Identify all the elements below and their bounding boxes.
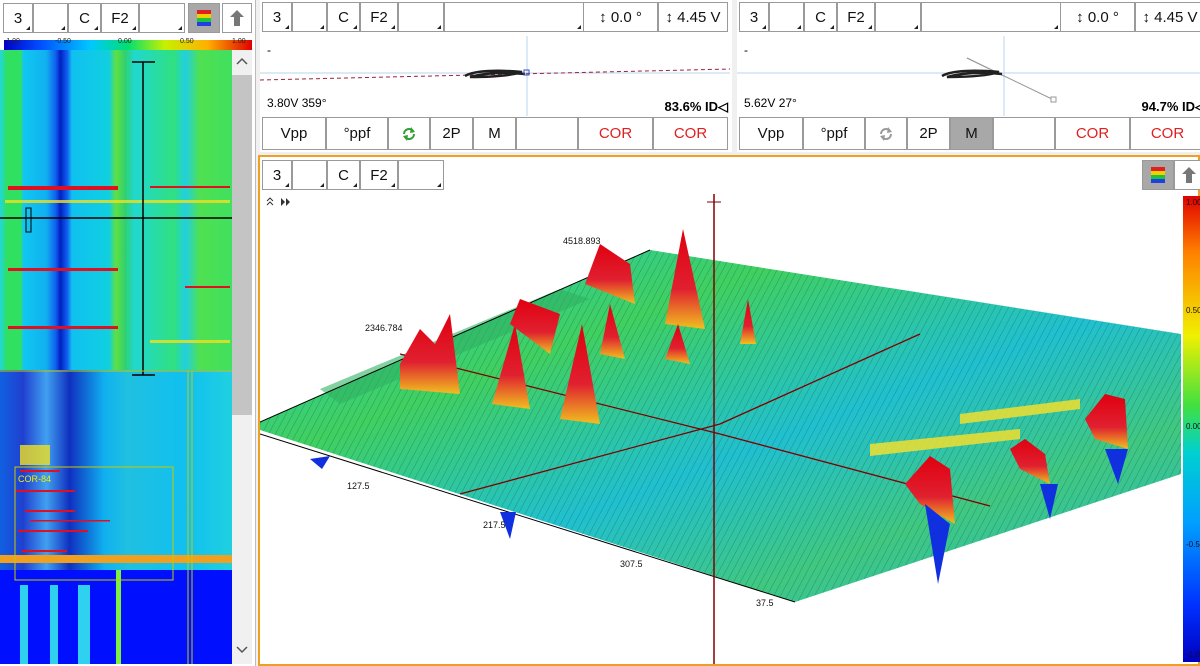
- palette-button[interactable]: [1142, 160, 1174, 190]
- toolbar-button[interactable]: [139, 3, 185, 33]
- scale-label: 0.00: [1186, 422, 1200, 431]
- toolbar-button[interactable]: 3: [262, 2, 292, 32]
- phase-control[interactable]: ↕ 0.0 °: [1060, 2, 1135, 32]
- toolbar-button[interactable]: [444, 2, 584, 32]
- toolbar-button[interactable]: F2: [837, 2, 875, 32]
- scale-label: -0.50: [55, 38, 71, 45]
- cor-button[interactable]: COR: [1130, 117, 1200, 150]
- toolbar-button[interactable]: F2: [360, 2, 398, 32]
- scale-label: 0.50: [1186, 306, 1200, 315]
- refresh-button[interactable]: [865, 117, 907, 150]
- scale-label: -0.50: [1186, 540, 1200, 549]
- phase-control[interactable]: ↕ 0.0 °: [583, 2, 658, 32]
- toolbar-button[interactable]: [921, 2, 1061, 32]
- mode-button[interactable]: M: [950, 117, 993, 150]
- axis-label: 37.5: [756, 598, 774, 608]
- strip-chart: [0, 50, 232, 664]
- peak-label: 2346.784: [365, 323, 403, 333]
- axis-label: 307.5: [620, 559, 643, 569]
- scale-label: 0.00: [118, 38, 132, 45]
- scale-label: 1.00: [1186, 198, 1200, 207]
- mode-button[interactable]: °ppf: [803, 117, 865, 150]
- toolbar-button[interactable]: [398, 160, 444, 190]
- depth-reading: 94.7% ID◁: [1141, 99, 1200, 114]
- scale-label: -1.00: [1186, 650, 1200, 659]
- surface-plot: [260, 194, 1181, 664]
- scale-label: -1.00: [4, 38, 20, 45]
- marker: -: [744, 43, 748, 57]
- scroll-up[interactable]: [236, 56, 248, 66]
- peak-label: 4518.893: [563, 236, 601, 246]
- up-button[interactable]: [222, 3, 252, 33]
- toolbar-button[interactable]: [33, 3, 68, 33]
- cor-button[interactable]: COR: [1055, 117, 1130, 150]
- mode-button[interactable]: M: [473, 117, 516, 150]
- volts-control[interactable]: ↕ 4.45 V: [1135, 2, 1200, 32]
- color-scale: [4, 40, 252, 50]
- mode-button[interactable]: [993, 117, 1055, 150]
- toolbar-button[interactable]: C: [804, 2, 837, 32]
- mode-button[interactable]: [516, 117, 578, 150]
- toolbar-button[interactable]: F2: [101, 3, 139, 33]
- palette-button[interactable]: [188, 3, 220, 33]
- marker: -: [267, 43, 271, 57]
- axis-label: 127.5: [347, 481, 370, 491]
- view-controls[interactable]: [266, 196, 296, 208]
- mode-button[interactable]: °ppf: [326, 117, 388, 150]
- axis-label: 217.5: [483, 520, 506, 530]
- cor-button[interactable]: COR: [578, 117, 653, 150]
- mode-button[interactable]: Vpp: [262, 117, 326, 150]
- toolbar-button[interactable]: C: [327, 160, 360, 190]
- toolbar-button[interactable]: 3: [262, 160, 292, 190]
- mode-button[interactable]: Vpp: [739, 117, 803, 150]
- toolbar-button[interactable]: F2: [360, 160, 398, 190]
- mode-button[interactable]: 2P: [907, 117, 950, 150]
- lissajous-plot: [737, 36, 1200, 116]
- cor-button[interactable]: COR: [653, 117, 728, 150]
- toolbar-button[interactable]: [875, 2, 921, 32]
- surface-color-scale: [1183, 196, 1200, 662]
- reading: 3.80V 359°: [267, 96, 327, 110]
- up-button[interactable]: [1174, 160, 1200, 190]
- scrollbar[interactable]: [232, 50, 252, 664]
- volts-control[interactable]: ↕ 4.45 V: [658, 2, 728, 32]
- toolbar-button[interactable]: [292, 2, 327, 32]
- toolbar-button[interactable]: [292, 160, 327, 190]
- scroll-thumb[interactable]: [232, 75, 252, 415]
- toolbar-button[interactable]: 3: [739, 2, 769, 32]
- refresh-button[interactable]: [388, 117, 430, 150]
- reading: 5.62V 27°: [744, 96, 797, 110]
- scale-label: 0.50: [180, 38, 194, 45]
- toolbar-button[interactable]: [398, 2, 444, 32]
- scale-label: 1.00: [232, 38, 246, 45]
- toolbar-button[interactable]: C: [327, 2, 360, 32]
- scroll-down[interactable]: [236, 645, 248, 655]
- depth-reading: 83.6% ID◁: [664, 99, 728, 114]
- lissajous-plot: [260, 36, 730, 116]
- toolbar-button[interactable]: 3: [3, 3, 33, 33]
- toolbar-button[interactable]: C: [68, 3, 101, 33]
- annotation: COR-84: [18, 474, 52, 484]
- toolbar-button[interactable]: [769, 2, 804, 32]
- mode-button[interactable]: 2P: [430, 117, 473, 150]
